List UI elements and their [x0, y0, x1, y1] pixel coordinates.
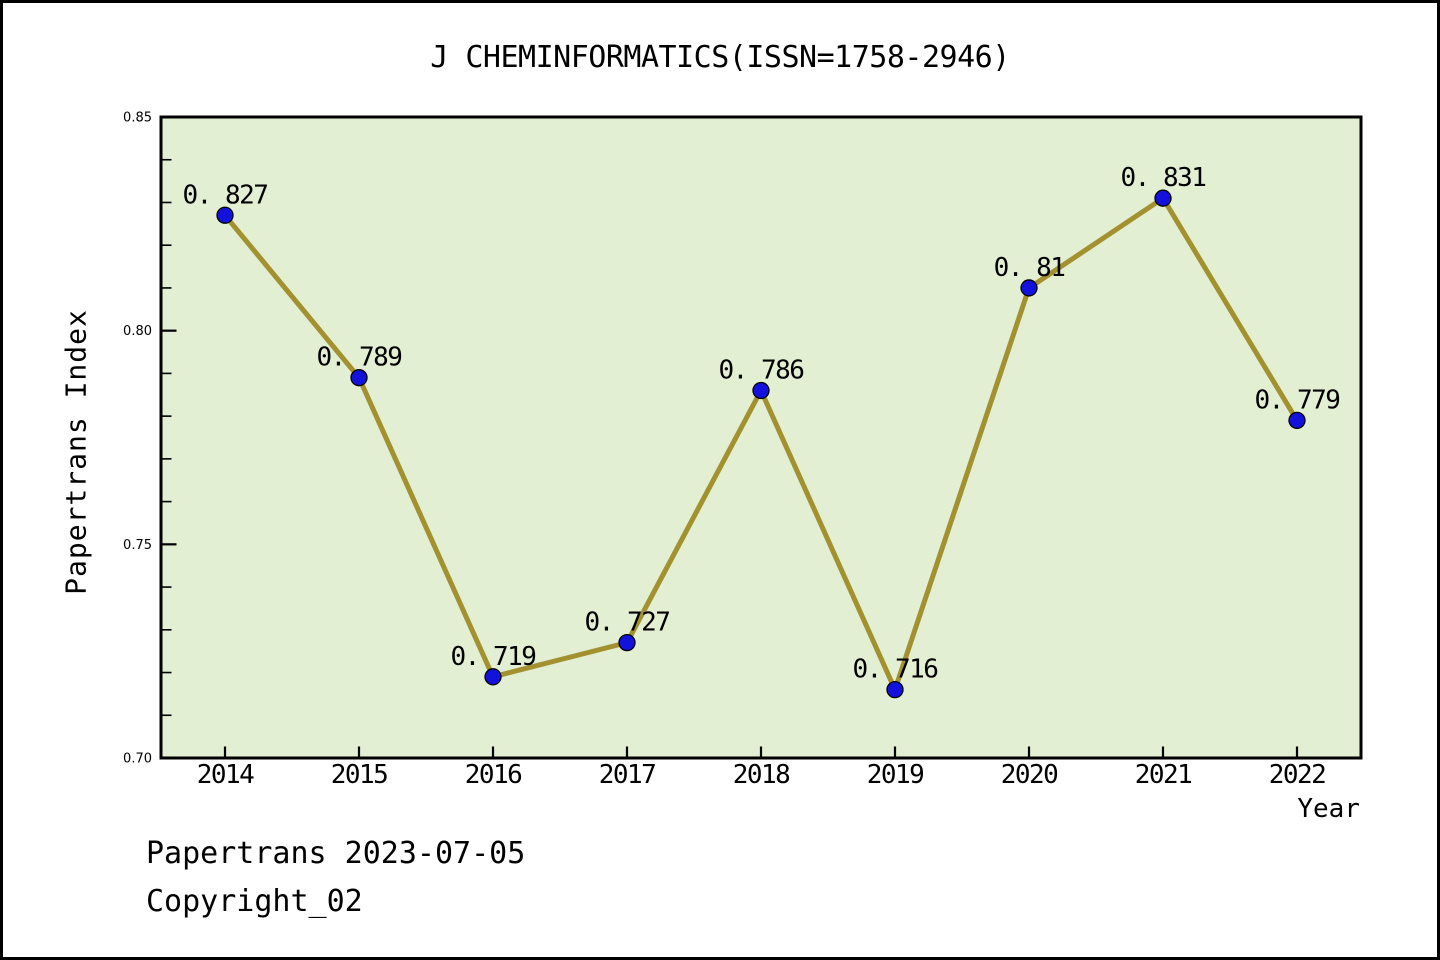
plot-area [159, 115, 1363, 760]
data-point [1154, 189, 1172, 207]
y-axis-title: Papertrans Index [59, 309, 93, 595]
x-tick-label: 2018 [733, 760, 790, 790]
x-tick-label: 2016 [465, 760, 522, 790]
data-point [216, 206, 234, 224]
data-point-label: 0. 827 [183, 180, 268, 210]
data-point [1288, 411, 1306, 430]
x-tick-label: 2019 [867, 760, 924, 790]
x-tick-label: 2017 [599, 760, 656, 790]
data-point [618, 633, 636, 652]
y-tick-label: 0.70 [123, 752, 152, 767]
chart-title: J CHEMINFORMATICS(ISSN=1758-2946) [430, 40, 1010, 75]
data-point-label: 0. 81 [994, 253, 1065, 283]
data-point [886, 680, 904, 699]
data-point [484, 668, 502, 686]
watermark-date: Papertrans 2023-07-05 [146, 836, 526, 871]
data-point [1020, 279, 1038, 297]
x-tick-label: 2014 [197, 760, 254, 790]
x-tick-label: 2015 [331, 760, 388, 790]
data-point [752, 381, 770, 400]
watermark-copyright: Copyright_02 [146, 884, 363, 919]
data-point-label: 0. 716 [853, 655, 938, 685]
data-point-label: 0. 789 [317, 343, 402, 373]
data-point-label: 0. 779 [1255, 385, 1340, 415]
data-point-label: 0. 831 [1121, 163, 1206, 193]
y-tick-label: 0.75 [123, 538, 152, 553]
data-point-label: 0. 727 [585, 608, 670, 638]
y-tick-label: 0.85 [123, 111, 152, 126]
data-point [350, 369, 368, 387]
y-tick-label: 0.80 [123, 324, 152, 339]
x-tick-label: 2021 [1135, 760, 1192, 790]
x-tick-label: 2022 [1269, 760, 1326, 790]
x-tick-label: 2020 [1001, 760, 1058, 790]
data-point-label: 0. 719 [451, 642, 536, 672]
x-axis-title: Year [1297, 794, 1360, 824]
data-point-label: 0. 786 [719, 355, 804, 385]
